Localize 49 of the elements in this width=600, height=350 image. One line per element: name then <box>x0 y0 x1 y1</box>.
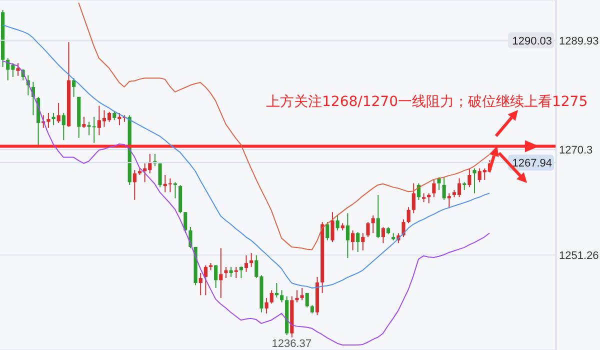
candlestick <box>402 218 406 238</box>
candlestick <box>198 272 202 296</box>
y-tick-label: 1289.93 <box>559 36 599 48</box>
candlestick <box>300 287 304 301</box>
candlestick <box>442 176 446 200</box>
candlestick <box>204 264 208 296</box>
candlestick <box>376 194 380 239</box>
ref-line-label: 1290.03 <box>512 35 552 48</box>
candlestick <box>336 214 340 231</box>
candlestick <box>214 264 218 288</box>
candlestick <box>361 232 365 251</box>
candlestick <box>366 222 370 238</box>
candlestick <box>62 112 66 141</box>
candlestick <box>437 176 441 190</box>
ref-line-label: 1267.94 <box>512 158 552 170</box>
candlestick <box>330 212 334 243</box>
candlestick <box>184 212 188 234</box>
candlestick <box>326 222 330 241</box>
candlestick <box>305 292 309 308</box>
candlestick <box>229 266 233 278</box>
candlestick <box>468 168 472 188</box>
candlestick <box>447 192 451 209</box>
candlestick <box>132 170 136 200</box>
candlestick <box>56 102 60 124</box>
candlestick <box>244 254 248 272</box>
candlestick <box>406 206 410 224</box>
candlestick <box>412 182 416 214</box>
y-tick-label: 1251.26 <box>559 250 599 262</box>
y-tick-label: 1270.3 <box>559 144 593 156</box>
candlestick <box>158 162 162 188</box>
candlestick <box>350 230 355 251</box>
candlestick <box>219 248 223 298</box>
candlestick <box>381 226 385 244</box>
candlestick <box>295 290 299 303</box>
candlestick <box>264 297 268 314</box>
candlestick <box>82 116 86 128</box>
candlestick <box>72 78 76 98</box>
candlestick <box>371 214 375 234</box>
candlestick <box>16 62 20 76</box>
candlestick <box>472 168 476 194</box>
candlestick <box>270 290 274 304</box>
candlestick <box>432 179 436 198</box>
candlestick <box>280 290 284 303</box>
candlestick <box>239 266 243 279</box>
candlestick <box>346 212 350 259</box>
candlestick <box>52 112 56 126</box>
candlestick <box>356 232 360 252</box>
annotation: 1236.37 <box>272 338 312 350</box>
annotation: 上方关注1268/1270一线阻力；破位继续上看1275 <box>266 94 588 110</box>
